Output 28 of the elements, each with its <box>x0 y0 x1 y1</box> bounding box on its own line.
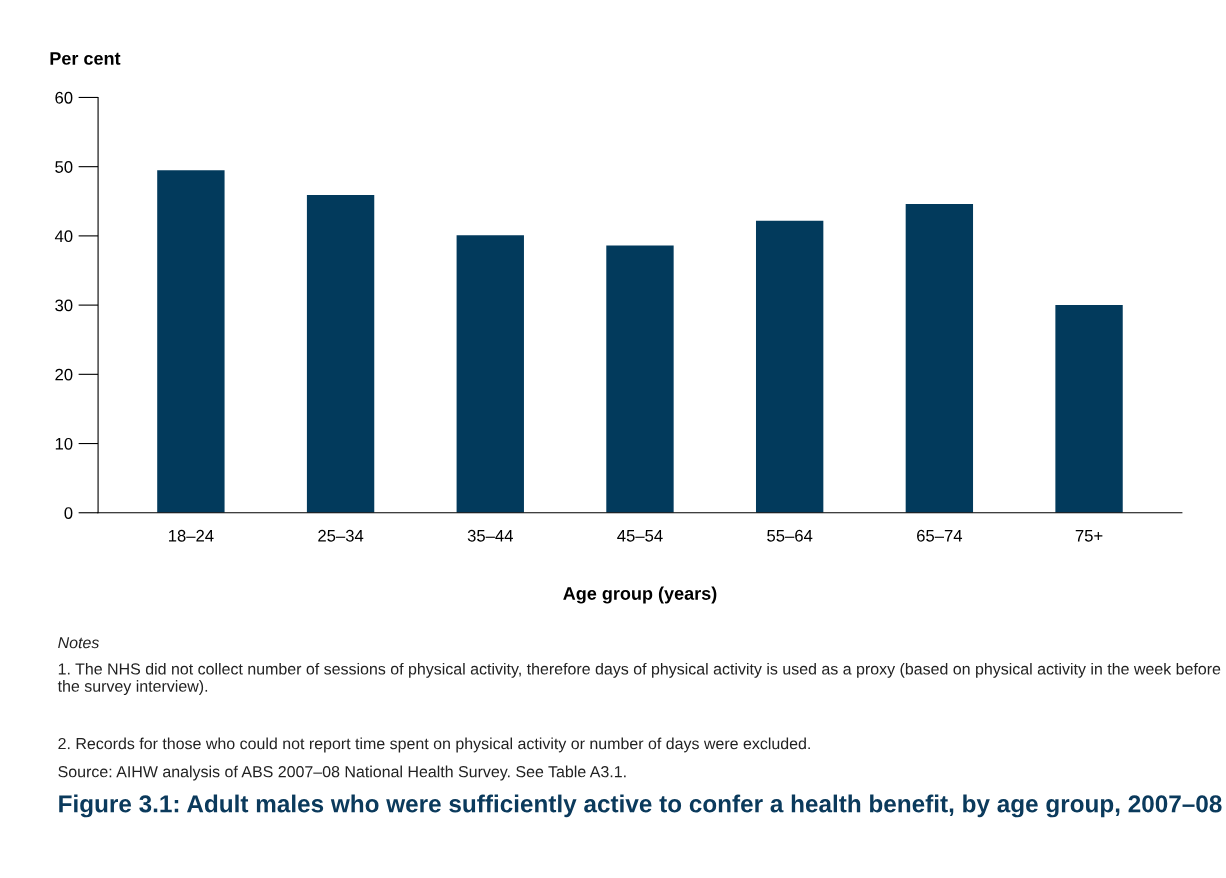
bar <box>1055 305 1123 513</box>
y-tick-label: 20 <box>55 368 73 381</box>
bar <box>157 170 225 513</box>
x-axis-title: Age group (years) <box>563 586 717 604</box>
y-tick-label: 40 <box>54 230 73 243</box>
bar <box>606 245 674 513</box>
bar <box>306 195 375 513</box>
x-tick-label: 55–64 <box>767 529 813 542</box>
y-axis-title: Per cent <box>50 52 121 65</box>
x-tick-label: 18–24 <box>168 529 214 542</box>
y-tick-label: 50 <box>55 161 73 173</box>
text: Notes <box>58 637 100 649</box>
y-tick-label: 60 <box>55 91 73 104</box>
x-tick-label: 45–54 <box>617 530 663 542</box>
y-tick-label: 30 <box>55 299 73 312</box>
y-tick-label: 0 <box>64 507 73 519</box>
bar <box>755 220 824 513</box>
bar <box>456 235 524 513</box>
x-tick-label: 75+ <box>1075 530 1103 542</box>
text: 2. Records for those who could not report time spent on physical activity or number of days were excluded. <box>58 737 810 753</box>
bar <box>905 204 974 513</box>
source-note: Source: AIHW analysis of ABS 2007–08 National Health Survey. See Table A3.1. <box>58 765 626 781</box>
x-tick-label: 65–74 <box>917 529 963 542</box>
x-tick-label: 25–34 <box>318 529 364 542</box>
y-tick-label: 10 <box>55 437 73 450</box>
text: 1. The NHS did not collect number of sessions of physical activity, therefore days of physical activity is used as a proxy (based on physical activity in the week before the survey interview). <box>57 662 1221 695</box>
x-tick-label: 35–44 <box>467 529 513 542</box>
text: Figure 3.1: Adult males who were sufficiently active to confer a health benefit, by age group, 2007–08 <box>59 794 1222 818</box>
